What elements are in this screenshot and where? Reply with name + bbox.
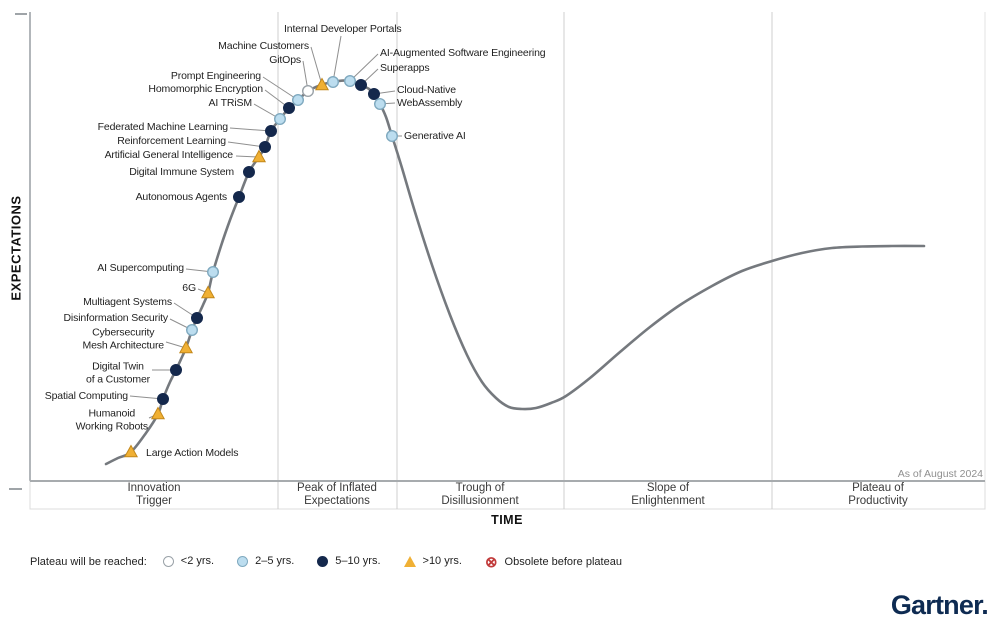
legend-item-label: 2–5 yrs.: [255, 555, 295, 567]
legend-item-label: Obsolete before plateau: [504, 556, 622, 568]
legend-title: Plateau will be reached:: [30, 556, 147, 569]
legend-item-label: <2 yrs.: [180, 555, 215, 567]
obsolete-circle-x-icon: ⊗: [484, 553, 498, 571]
marker-6g: [200, 285, 216, 299]
connector-federated-machine-learning: [229, 127, 272, 132]
marker-federated-machine-learning: [265, 124, 278, 137]
marker-cybersecurity-mesh-architecture: [178, 340, 194, 354]
phase-band-box: [29, 480, 986, 510]
marker-generative-ai: [386, 129, 399, 142]
y-axis-label: EXPECTATIONS: [8, 195, 24, 301]
legend-item-10-yrs: >10 yrs.: [403, 555, 462, 567]
marker-machine-customers: [314, 77, 330, 91]
marker-ai-trism: [274, 112, 287, 125]
legend-item-2-5-yrs: 2–5 yrs.: [237, 555, 294, 567]
navy-dot-icon: [317, 555, 329, 567]
marker-digital-twin-of-a-customer: [169, 364, 182, 377]
marker-gitops: [302, 84, 315, 97]
marker-large-action-models: [123, 444, 139, 458]
lightblue-dot-icon: [237, 555, 249, 567]
connector-internal-developer-portals: [332, 35, 342, 83]
marker-webassembly: [374, 97, 387, 110]
legend-items: <2 yrs. 2–5 yrs. 5–10 yrs. >10 yrs. ⊗ Obsolet…: [162, 553, 645, 571]
legend-item-2-yrs: <2 yrs.: [162, 555, 215, 567]
marker-reinforcement-learning: [259, 140, 272, 153]
marker-ai-augmented-software-engineering: [344, 74, 357, 87]
marker-ai-supercomputing: [206, 266, 219, 279]
x-axis-label: TIME: [491, 513, 523, 527]
legend: Plateau will be reached: <2 yrs. 2–5 yrs.…: [30, 555, 645, 570]
connector-reinforcement-learning: [227, 141, 266, 148]
marker-artificial-general-intelligence: [251, 149, 267, 163]
marker-internal-developer-portals: [327, 75, 340, 88]
marker-disinformation-security: [185, 324, 198, 337]
hype-curve: [104, 79, 926, 466]
gartner-logo: Gartner.: [890, 590, 989, 620]
as-of-date: As of August 2024: [897, 468, 983, 480]
marker-autonomous-agents: [232, 190, 245, 203]
connector-ai-augmented-software-engineering: [349, 53, 379, 82]
marker-spatial-computing: [156, 393, 169, 406]
legend-item-label: >10 yrs.: [422, 555, 462, 567]
marker-superapps: [355, 78, 368, 91]
connector-prompt-engineering: [262, 76, 299, 101]
marker-humanoid-working-robots: [150, 406, 166, 420]
triangle-icon: [403, 555, 416, 567]
marker-prompt-engineering: [292, 93, 305, 106]
marker-multiagent-systems: [190, 312, 203, 325]
marker-cloud-native: [368, 87, 381, 100]
connector-machine-customers: [310, 46, 323, 86]
marker-digital-immune-system: [242, 165, 255, 178]
marker-homomorphic-encryption: [283, 101, 296, 114]
legend-item-5-10-yrs: 5–10 yrs.: [317, 555, 381, 567]
white-dot-icon: [162, 555, 174, 567]
legend-item-label: 5–10 yrs.: [335, 555, 381, 567]
legend-item-obsolete-before-plateau: ⊗ Obsolete before plateau: [484, 553, 622, 571]
